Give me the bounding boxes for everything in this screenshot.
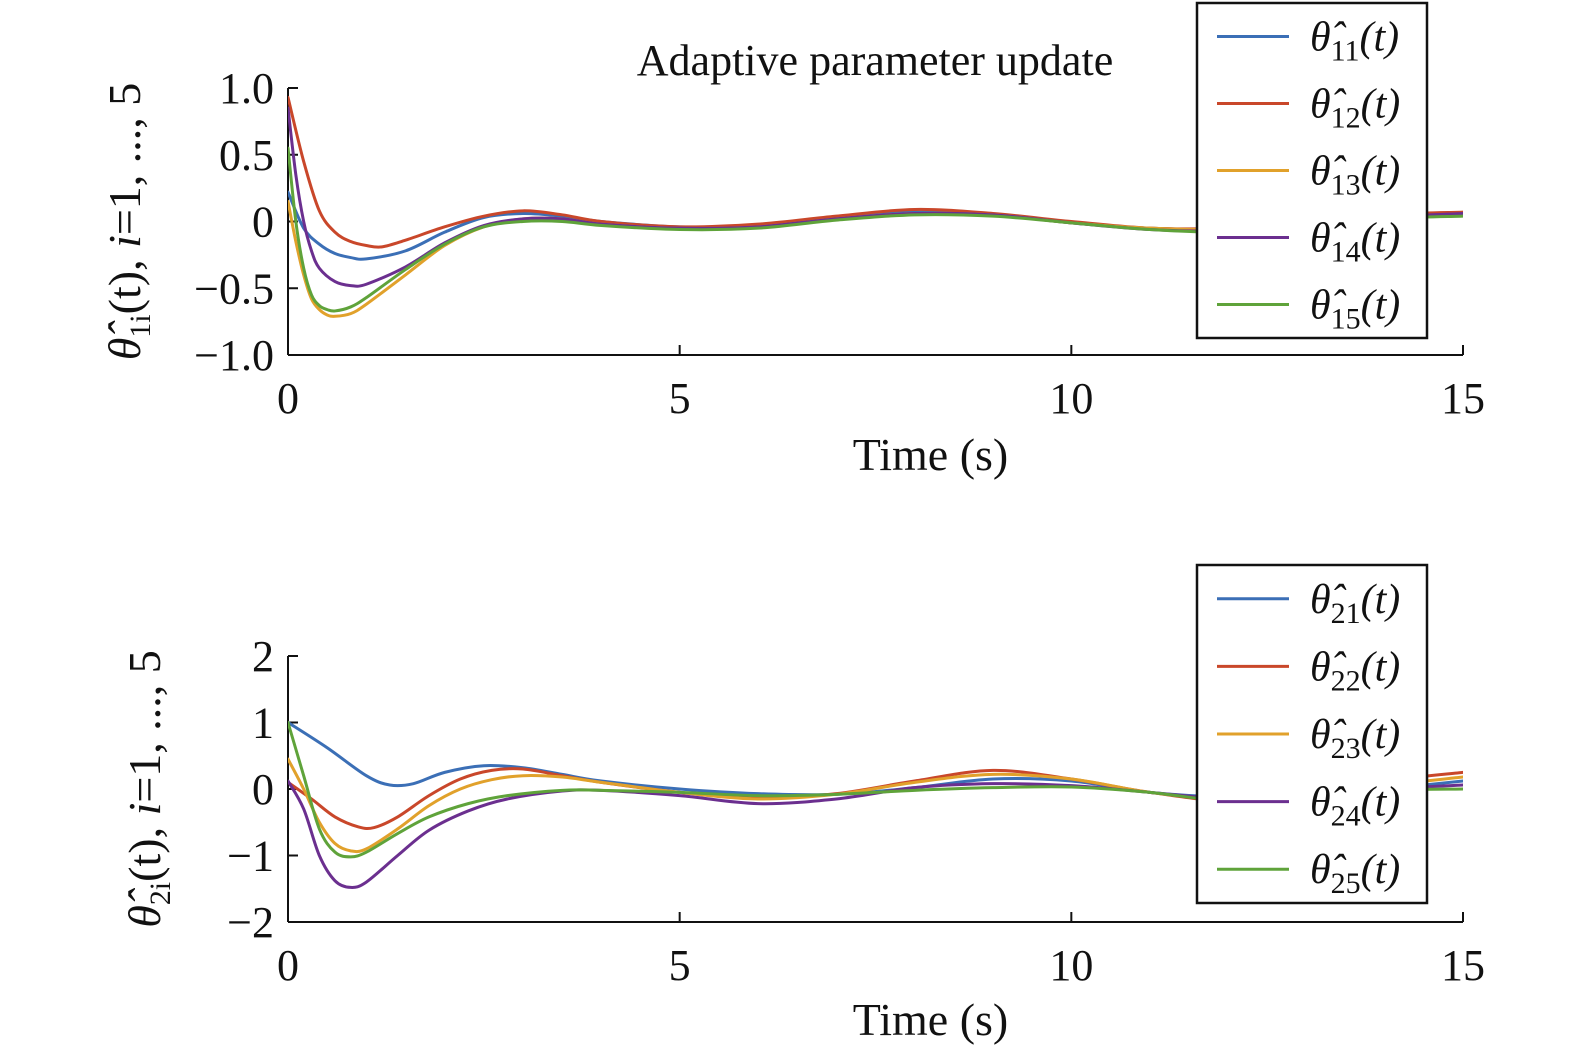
chart-title: Adaptive parameter update — [637, 36, 1113, 85]
y-tick-label: −1 — [227, 832, 274, 881]
x-tick-label: 10 — [1049, 374, 1093, 423]
x-tick-label: 15 — [1441, 941, 1485, 990]
x-axis-label: Time (s) — [853, 429, 1009, 480]
series-line-5 — [288, 721, 1463, 859]
y-axis-label: θ̂2i(t), i=1, ..., 5 — [119, 650, 177, 928]
legend-label: θ̂13(t) — [1310, 149, 1400, 202]
x-tick-label: 15 — [1441, 374, 1485, 423]
x-tick-label: 5 — [669, 374, 691, 423]
series-line-5 — [288, 146, 1463, 313]
legend-label: θ̂23(t) — [1310, 712, 1400, 765]
y-tick-label: 1 — [252, 699, 274, 748]
legend-label: θ̂11(t) — [1310, 15, 1399, 68]
legend: θ̂11(t)θ̂12(t)θ̂13(t)θ̂14(t)θ̂15(t) — [1195, 1, 1429, 340]
panel-top: Adaptive parameter update −1.0 −0.5 0 0.5 1.0… — [99, 1, 1485, 480]
y-tick-label: −2 — [227, 898, 274, 947]
legend-label: θ̂22(t) — [1310, 644, 1400, 697]
x-tick-label: 5 — [669, 941, 691, 990]
y-tick-label: 0 — [252, 198, 274, 247]
y-tick-label: 0.5 — [219, 131, 274, 180]
panel-bottom: −2 −1 0 1 2 0 5 10 15 Time (s) θ̂2i(t), i=1, ..., … — [119, 563, 1485, 1045]
x-tick-label: 10 — [1049, 941, 1093, 990]
y-tick-label: 1.0 — [219, 64, 274, 113]
legend-label: θ̂21(t) — [1310, 577, 1400, 630]
x-axis-label: Time (s) — [853, 994, 1009, 1045]
x-tick-label: 0 — [277, 941, 299, 990]
y-tick-label: −1.0 — [194, 331, 274, 380]
axes — [287, 655, 1464, 923]
legend-label: θ̂15(t) — [1310, 283, 1400, 336]
y-tick-label: 2 — [252, 632, 274, 681]
legend-label: θ̂24(t) — [1310, 780, 1400, 833]
y-tick-label: −0.5 — [194, 264, 274, 313]
y-axis-label: θ̂1i(t), i=1, ..., 5 — [99, 83, 157, 361]
y-tick-label: 0 — [252, 765, 274, 814]
legend: θ̂21(t)θ̂22(t)θ̂23(t)θ̂24(t)θ̂25(t) — [1195, 563, 1429, 905]
series-group — [288, 95, 1463, 318]
x-tick-label: 0 — [277, 374, 299, 423]
